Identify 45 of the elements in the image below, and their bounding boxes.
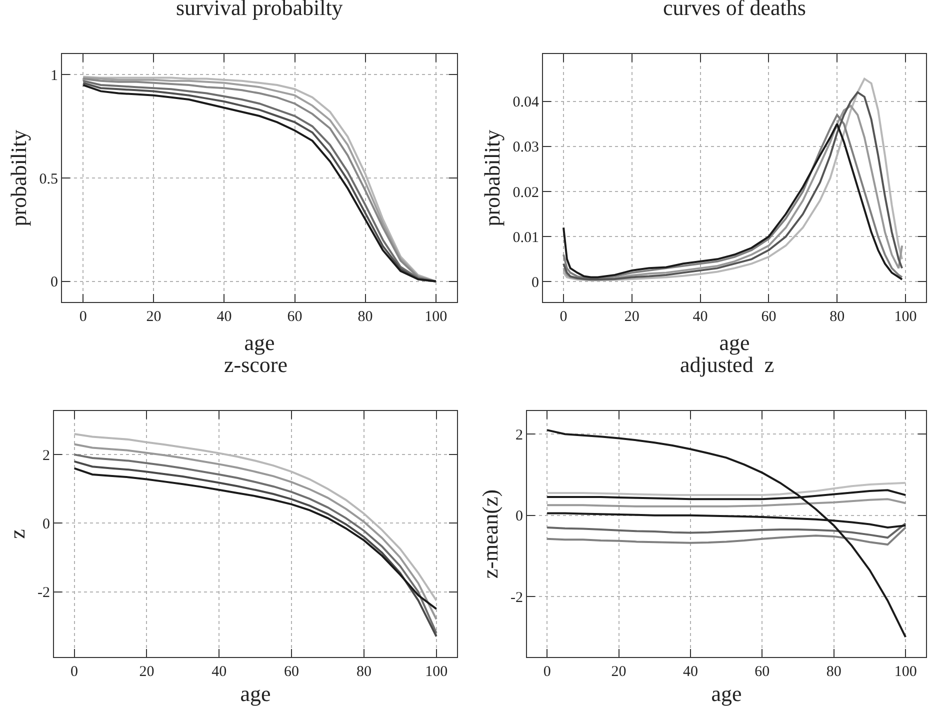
x-tick-label: 60 <box>284 664 300 680</box>
y-tick-label: 2 <box>42 448 50 464</box>
y-tick-label: 0 <box>42 516 50 532</box>
x-tick-label: 20 <box>146 309 162 325</box>
y-axis-title: z-mean(z) <box>477 489 502 579</box>
x-tick-label: 100 <box>424 309 448 325</box>
y-tick-label: -2 <box>510 590 523 606</box>
x-tick-label: 60 <box>754 664 770 680</box>
y-tick-label: -2 <box>38 585 50 602</box>
x-tick-label: 80 <box>830 309 845 325</box>
y-tick-label: 0.04 <box>512 94 540 111</box>
y-tick-label: 0 <box>516 508 523 525</box>
x-tick-label: 100 <box>425 664 448 680</box>
x-tick-label: 20 <box>624 309 640 325</box>
x-tick-label: 0 <box>543 664 551 680</box>
x-tick-label: 0 <box>70 664 78 680</box>
x-tick-label: 40 <box>692 309 708 325</box>
x-tick-label: 100 <box>894 309 917 325</box>
y-tick-label: 0.5 <box>39 171 58 188</box>
x-tick-label: 0 <box>79 309 87 325</box>
x-tick-label: 80 <box>826 664 842 680</box>
y-tick-label: 0.01 <box>512 230 539 246</box>
y-axis-title: z <box>4 528 30 539</box>
y-tick-label: 1 <box>50 68 58 84</box>
x-tick-label: 20 <box>611 664 626 680</box>
y-axis-title: probability <box>6 130 32 226</box>
y-tick-label: 0.02 <box>512 184 539 201</box>
x-tick-label: 40 <box>216 309 232 325</box>
chart-title: survival probabilty <box>176 0 343 20</box>
x-tick-label: 80 <box>356 664 372 680</box>
y-tick-label: 2 <box>516 427 523 444</box>
x-tick-label: 80 <box>358 309 373 325</box>
x-tick-label: 60 <box>287 309 302 325</box>
x-tick-label: 20 <box>139 664 154 680</box>
x-axis-title: age <box>711 681 742 706</box>
x-tick-label: 40 <box>682 664 698 680</box>
x-tick-label: 0 <box>560 309 568 325</box>
y-tick-label: 0 <box>532 274 539 291</box>
x-tick-label: 40 <box>212 664 227 680</box>
y-axis-title: probability <box>480 130 505 226</box>
y-tick-label: 0.03 <box>512 140 539 156</box>
x-tick-label: 100 <box>894 664 917 680</box>
x-tick-label: 60 <box>761 309 776 325</box>
x-axis-title: age <box>240 681 271 706</box>
y-tick-label: 0 <box>50 274 58 291</box>
